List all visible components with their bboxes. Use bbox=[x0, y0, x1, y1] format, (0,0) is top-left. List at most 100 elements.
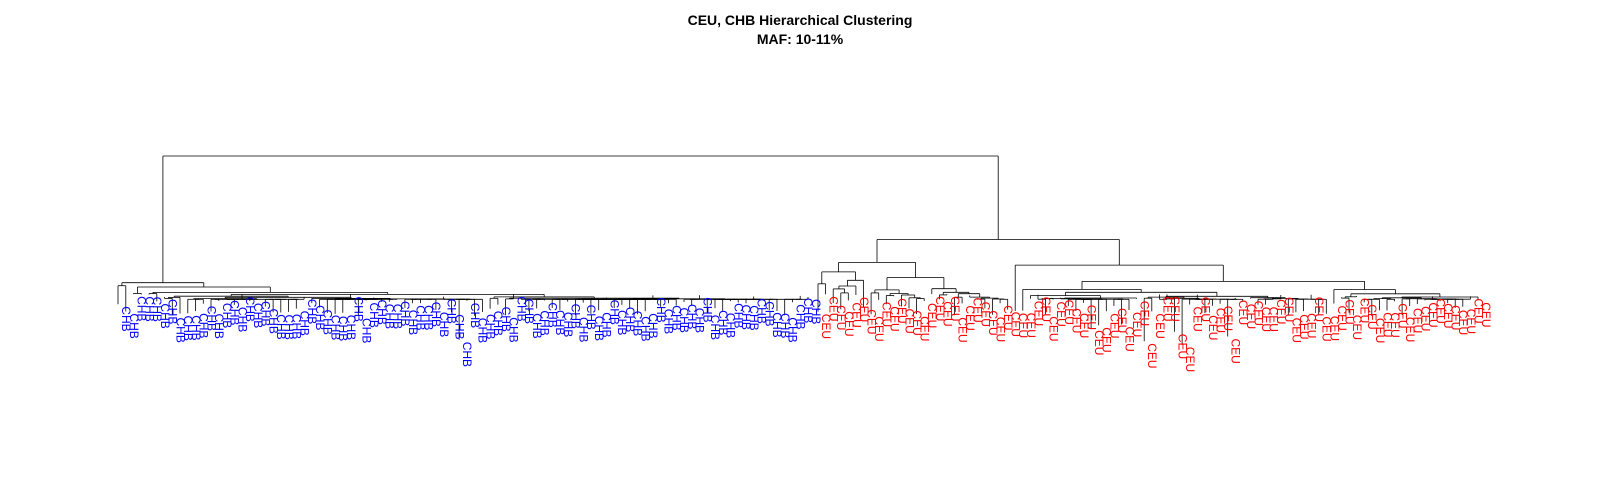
leaf-label-ceu: CEU bbox=[1365, 304, 1379, 329]
leaf-label-ceu: CEU bbox=[857, 297, 871, 322]
leaf-label-chb: CHB bbox=[406, 310, 420, 335]
leaf-label-chb: CHB bbox=[576, 317, 590, 342]
leaf-label-ceu: CEU bbox=[1327, 316, 1341, 341]
leaf-label-chb: CHB bbox=[763, 301, 777, 326]
leaf-label-chb: CHB bbox=[445, 299, 459, 324]
leaf-label-ceu: CEU bbox=[971, 298, 985, 323]
leaf-label-chb: CHB bbox=[732, 303, 746, 328]
leaf-label-ceu: CEU bbox=[1085, 305, 1099, 330]
leaf-label-chb: CHB bbox=[142, 296, 156, 321]
leaf-label-chb: CHB bbox=[724, 313, 738, 338]
leaf-label-ceu: CEU bbox=[1289, 318, 1303, 343]
leaf-label-ceu: CEU bbox=[1373, 318, 1387, 343]
leaf-label-ceu: CEU bbox=[1198, 297, 1212, 322]
leaf-label-chb: CHB bbox=[398, 301, 412, 326]
leaf-label-chb: CHB bbox=[414, 305, 428, 330]
leaf-label-chb: CHB bbox=[328, 315, 342, 340]
leaf-label-ceu: CEU bbox=[1320, 316, 1334, 341]
leaf-label-chb: CHB bbox=[352, 297, 366, 322]
leaf-label-chb: CHB bbox=[654, 297, 668, 322]
leaf-label-ceu: CEU bbox=[1305, 313, 1319, 338]
leaf-label-ceu: CEU bbox=[948, 296, 962, 321]
leaf-label-ceu: CEU bbox=[827, 296, 841, 321]
leaf-label-ceu: CEU bbox=[940, 301, 954, 326]
leaf-label-chb: CHB bbox=[282, 315, 296, 340]
leaf-label-chb: CHB bbox=[794, 304, 808, 329]
leaf-label-ceu: CEU bbox=[963, 305, 977, 330]
leaf-label-ceu: CEU bbox=[819, 314, 833, 339]
leaf-label-ceu: CEU bbox=[1039, 297, 1053, 322]
leaf-label-ceu: CEU bbox=[1342, 299, 1356, 324]
leaf-label-ceu: CEU bbox=[1153, 313, 1167, 338]
leaf-label-ceu: CEU bbox=[1183, 347, 1197, 372]
leaf-label-ceu: CEU bbox=[1282, 297, 1296, 322]
leaf-label-chb: CHB bbox=[204, 306, 218, 331]
leaf-label-chb: CHB bbox=[166, 299, 180, 324]
leaf-label-chb: CHB bbox=[437, 312, 451, 337]
leaf-label-ceu: CEU bbox=[986, 310, 1000, 335]
leaf-label-ceu: CEU bbox=[865, 309, 879, 334]
leaf-label-ceu: CEU bbox=[1236, 300, 1250, 325]
leaf-label-ceu: CEU bbox=[1031, 301, 1045, 326]
leaf-label-chb: CHB bbox=[468, 303, 482, 328]
leaf-label-chb: CHB bbox=[483, 314, 497, 339]
leaf-label-chb: CHB bbox=[685, 304, 699, 329]
leaf-label-chb: CHB bbox=[623, 307, 637, 332]
leaf-label-chb: CHB bbox=[274, 314, 288, 339]
leaf-label-ceu: CEU bbox=[1479, 302, 1493, 327]
leaf-label-chb: CHB bbox=[499, 307, 513, 332]
leaf-label-ceu: CEU bbox=[1434, 298, 1448, 323]
leaf-label-ceu: CEU bbox=[918, 316, 932, 341]
leaf-label-chb: CHB bbox=[669, 305, 683, 330]
leaf-label-chb: CHB bbox=[747, 305, 761, 330]
leaf-label-ceu: CEU bbox=[1244, 304, 1258, 329]
leaf-label-ceu: CEU bbox=[1168, 296, 1182, 321]
leaf-label-ceu: CEU bbox=[1092, 330, 1106, 355]
leaf-label-ceu: CEU bbox=[1130, 312, 1144, 337]
leaf-label-ceu: CEU bbox=[1274, 299, 1288, 324]
leaf-label-ceu: CEU bbox=[1191, 307, 1205, 332]
leaf-label-ceu: CEU bbox=[1380, 312, 1394, 337]
leaf-label-chb: CHB bbox=[607, 300, 621, 325]
leaf-label-chb: CHB bbox=[530, 313, 544, 338]
leaf-label-chb: CHB bbox=[708, 315, 722, 340]
leaf-label-chb: CHB bbox=[135, 296, 149, 321]
leaf-label-chb: CHB bbox=[809, 299, 823, 324]
leaf-label-chb: CHB bbox=[220, 303, 234, 328]
leaf-label-chb: CHB bbox=[778, 313, 792, 338]
leaf-label-ceu: CEU bbox=[1358, 298, 1372, 323]
leaf-label-chb: CHB bbox=[615, 310, 629, 335]
dendrogram-leaf-labels: CHBCHBCHBCHBCHBCHBCHBCHBCHBCHBCHBCHBCHBC… bbox=[119, 296, 1493, 372]
leaf-label-ceu: CEU bbox=[1312, 297, 1326, 322]
leaf-label-ceu: CEU bbox=[895, 298, 909, 323]
leaf-label-ceu: CEU bbox=[1077, 313, 1091, 338]
leaf-label-chb: CHB bbox=[150, 297, 164, 322]
leaf-label-ceu: CEU bbox=[1335, 306, 1349, 331]
leaf-label-chb: CHB bbox=[251, 303, 265, 328]
leaf-label-ceu: CEU bbox=[880, 302, 894, 327]
leaf-label-chb: CHB bbox=[266, 309, 280, 334]
leaf-label-ceu: CEU bbox=[1024, 313, 1038, 338]
leaf-label-chb: CHB bbox=[181, 316, 195, 341]
leaf-label-ceu: CEU bbox=[1100, 327, 1114, 352]
leaf-label-ceu: CEU bbox=[1267, 307, 1281, 332]
leaf-label-chb: CHB bbox=[228, 300, 242, 325]
leaf-label-ceu: CEU bbox=[1176, 334, 1190, 359]
leaf-label-chb: CHB bbox=[290, 314, 304, 339]
leaf-label-chb: CHB bbox=[476, 318, 490, 343]
leaf-label-ceu: CEU bbox=[872, 316, 886, 341]
leaf-label-chb: CHB bbox=[429, 302, 443, 327]
leaf-label-chb: CHB bbox=[693, 308, 707, 333]
leaf-label-chb: CHB bbox=[507, 317, 521, 342]
leaf-label-ceu: CEU bbox=[1441, 303, 1455, 328]
leaf-label-chb: CHB bbox=[491, 311, 505, 336]
leaf-label-chb: CHB bbox=[701, 297, 715, 322]
leaf-label-chb: CHB bbox=[452, 314, 466, 339]
leaf-label-ceu: CEU bbox=[1456, 310, 1470, 335]
leaf-label-ceu: CEU bbox=[1449, 305, 1463, 330]
leaf-label-chb: CHB bbox=[173, 318, 187, 343]
leaf-label-ceu: CEU bbox=[887, 306, 901, 331]
leaf-label-chb: CHB bbox=[375, 300, 389, 325]
leaf-label-chb: CHB bbox=[638, 316, 652, 341]
